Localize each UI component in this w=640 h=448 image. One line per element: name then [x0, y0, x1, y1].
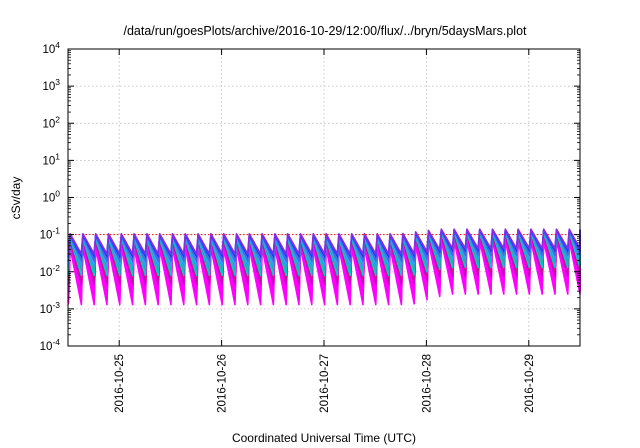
x-tick-label: 2016-10-25	[114, 354, 126, 413]
y-tick-label: 104	[42, 40, 60, 56]
series-line	[67, 229, 581, 263]
series-line	[67, 230, 581, 268]
x-tick-label: 2016-10-29	[524, 354, 536, 413]
series-layer	[67, 228, 581, 306]
y-axis-label: cSv/day	[9, 177, 23, 220]
y-tick-label: 10-4	[40, 337, 61, 353]
y-tick-label: 103	[42, 77, 60, 93]
y-tick-label: 100	[42, 189, 60, 205]
chart-title: /data/run/goesPlots/archive/2016-10-29/1…	[123, 24, 527, 38]
x-axis: 2016-10-25 2016-10-26 2016-10-27 2016-10-28…	[114, 49, 536, 413]
y-tick-label: 10-1	[40, 226, 61, 242]
y-tick-label: 101	[42, 151, 60, 167]
x-tick-label: 2016-10-28	[421, 354, 433, 413]
x-tick-label: 2016-10-26	[217, 354, 229, 413]
series-line	[67, 228, 581, 255]
x-tick-label: 2016-10-27	[319, 354, 331, 413]
y-tick-label: 102	[42, 114, 60, 130]
y-axis: 10-4 10-3 10-2 10-1 100 101 102 103 104	[40, 40, 580, 353]
y-tick-label: 10-3	[40, 300, 61, 316]
x-axis-label: Coordinated Universal Time (UTC)	[232, 431, 416, 445]
y-tick-label: 10-2	[40, 263, 61, 279]
